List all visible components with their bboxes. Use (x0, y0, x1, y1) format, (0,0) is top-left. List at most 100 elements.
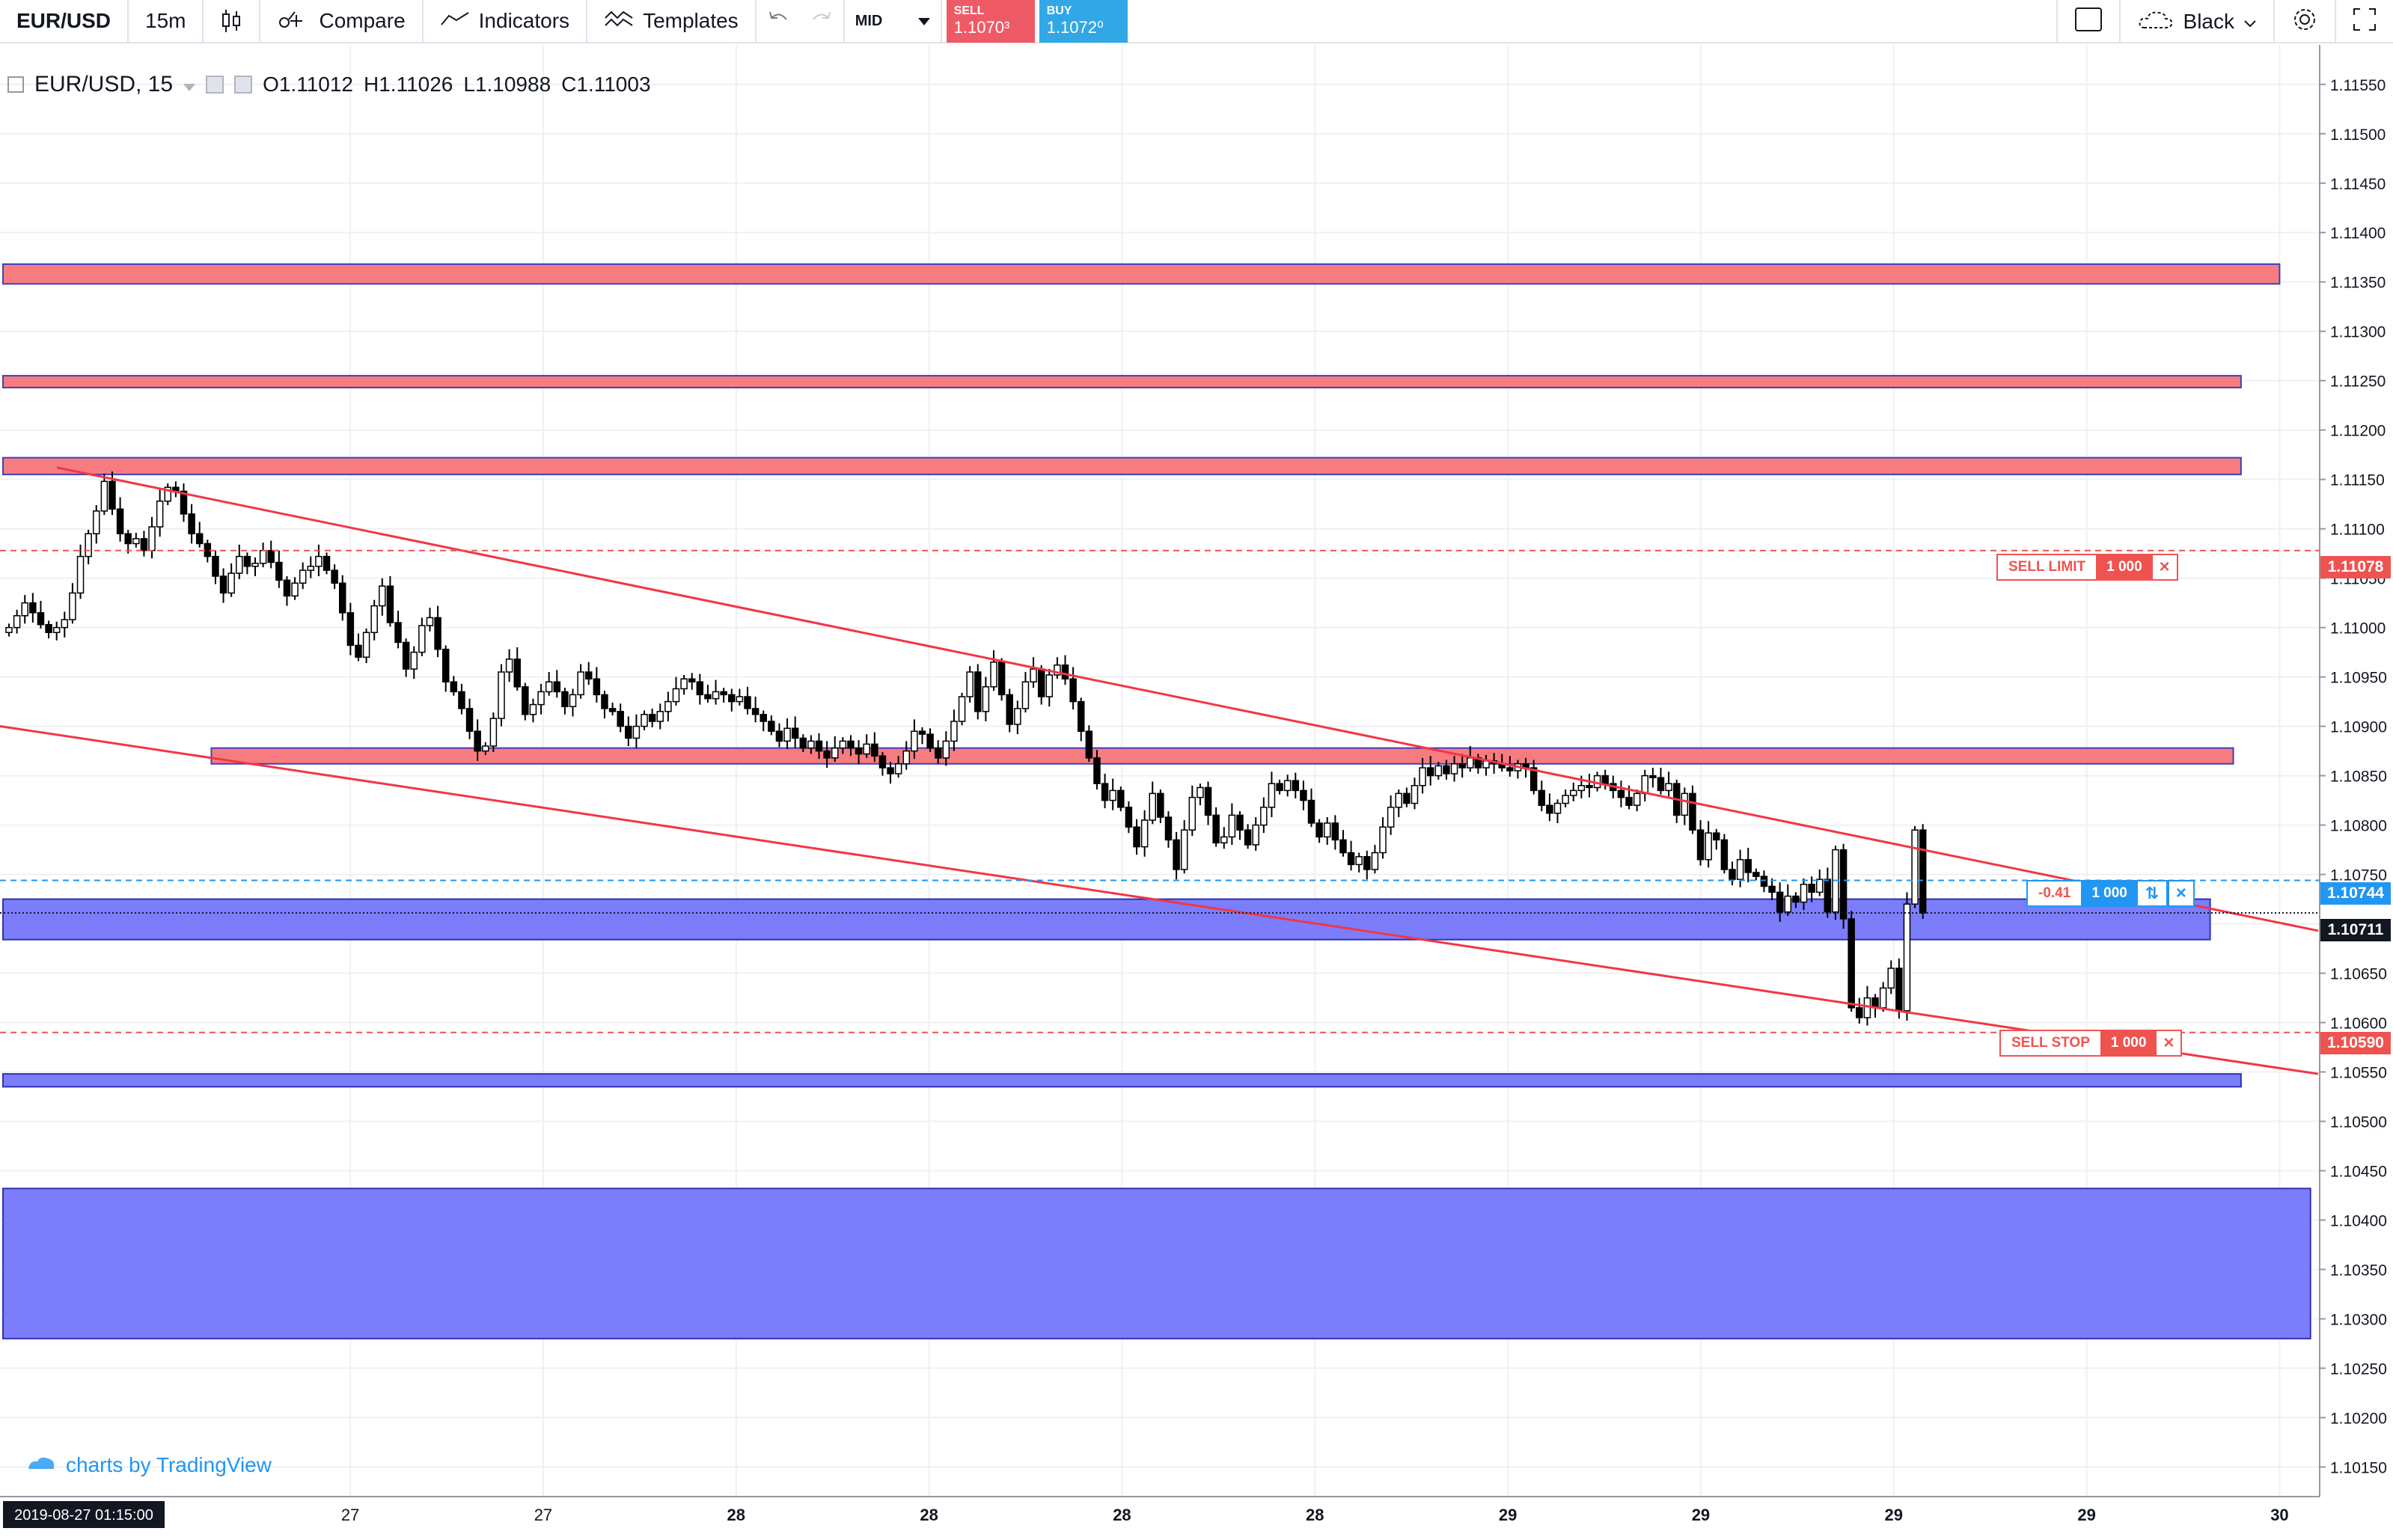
candle-down (394, 622, 402, 644)
candle-up (839, 740, 847, 749)
candle-down (188, 513, 195, 535)
candle-down (1157, 792, 1164, 818)
price-tick-label: 1.10550 (2330, 1065, 2387, 1082)
sell-limit-order[interactable]: SELL LIMIT 1 000 × (1996, 554, 2178, 581)
layout-button[interactable] (2056, 0, 2119, 43)
price-tick-label: 1.10900 (2330, 719, 2387, 736)
position-line[interactable]: -0.41 1 000 ⇅ × (2026, 880, 2195, 907)
resistance-zone (2, 456, 2242, 476)
chart-style-button[interactable] (204, 0, 261, 43)
candle-down (1586, 785, 1593, 789)
templates-button[interactable]: Templates (587, 0, 757, 43)
candle-up (1879, 987, 1887, 1009)
candle-up (5, 626, 13, 633)
time-tick-label: 28 (1113, 1506, 1131, 1524)
sell-stop-qty[interactable]: 1 000 (2101, 1030, 2156, 1057)
templates-icon (604, 7, 634, 35)
candle-up (1419, 767, 1426, 786)
candle-down (513, 659, 521, 688)
chevron-down-icon[interactable] (183, 73, 196, 97)
reverse-icon[interactable]: ⇅ (2136, 880, 2168, 907)
candle-down (974, 671, 982, 712)
time-axis (0, 1497, 2393, 1540)
price-chart[interactable]: 1.11550 1.11500 1.11450 1.11400 1.11350 1.113… (0, 45, 2393, 1540)
settings-button[interactable] (2273, 0, 2335, 43)
candle-up (1467, 757, 1474, 769)
position-qty[interactable]: 1 000 (2082, 880, 2136, 907)
price-type-select[interactable]: MID (845, 0, 942, 43)
close-icon[interactable]: × (2167, 880, 2195, 907)
candle-down (283, 579, 291, 597)
candle-up (362, 632, 370, 658)
candle-down (1426, 767, 1434, 777)
close-icon[interactable]: × (2151, 554, 2178, 581)
collapse-legend-icon[interactable] (7, 76, 24, 93)
price-tick-label: 1.11500 (2330, 126, 2386, 144)
sell-limit-qty[interactable]: 1 000 (2097, 554, 2151, 581)
trend-line (56, 466, 2319, 932)
chart-legend: EUR/USD, 15 O1.11012 H1.11026 L1.10988 C… (7, 72, 651, 97)
candle-down (823, 750, 831, 759)
sell-stop-price-tag: 1.10590 (2320, 1032, 2391, 1054)
candle-down (275, 561, 283, 581)
candle-up (426, 617, 434, 626)
candle-down (1601, 774, 1609, 784)
time-cursor-tag (3, 1501, 165, 1528)
candle-up (1705, 832, 1712, 861)
candle-up (21, 602, 28, 617)
candle-down (1696, 829, 1705, 861)
watermark-text: charts by TradingView (66, 1453, 272, 1476)
position-price-tag: 1.10744 (2320, 882, 2391, 905)
chevron-down-icon (917, 13, 930, 30)
chart-area[interactable]: 1.11550 1.11500 1.11450 1.11400 1.11350 1.113… (0, 45, 2393, 1540)
interval-button[interactable]: 15m (129, 0, 204, 43)
candle-up (1355, 856, 1363, 866)
symbol-label: EUR/USD (16, 9, 111, 32)
candle-up (1681, 792, 1689, 816)
candle-up (148, 526, 156, 551)
indicators-button[interactable]: Indicators (424, 0, 588, 43)
price-tick-label: 1.11450 (2330, 176, 2386, 193)
open-value: 1.11012 (278, 73, 353, 96)
candle-down (1443, 765, 1450, 774)
candle-down (608, 708, 617, 712)
fullscreen-button[interactable] (2335, 0, 2393, 43)
price-tick-label: 1.10150 (2330, 1459, 2387, 1476)
candle-up (489, 718, 498, 747)
settings-icon[interactable] (234, 76, 253, 94)
candle-up (1569, 789, 1577, 796)
candle-down (934, 747, 942, 759)
candle-up (505, 659, 513, 673)
candle-down (1236, 814, 1244, 831)
candle-down (1212, 814, 1220, 844)
close-icon[interactable]: × (2155, 1030, 2183, 1057)
price-tick-label: 1.11550 (2330, 77, 2386, 94)
undo-button[interactable] (757, 0, 800, 43)
candle-up (1553, 802, 1562, 814)
symbol-search-button[interactable]: EUR/USD (0, 0, 129, 43)
candle-up (410, 651, 418, 670)
price-tick-label: 1.10600 (2330, 1015, 2387, 1033)
buy-label: BUY (1046, 4, 1072, 17)
candle-down (1760, 876, 1768, 887)
theme-button[interactable]: Black (2118, 0, 2273, 43)
candle-up (831, 747, 839, 759)
candle-down (338, 582, 346, 614)
sell-limit-price-tag: 1.11078 (2320, 556, 2391, 578)
legend-symbol[interactable]: EUR/USD, 15 (34, 72, 174, 97)
eye-icon[interactable] (206, 76, 224, 94)
candle-up (1736, 859, 1744, 880)
sell-stop-order[interactable]: SELL STOP 1 000 × (1999, 1030, 2183, 1057)
redo-button[interactable] (800, 0, 845, 43)
candle-up (1815, 879, 1824, 893)
candle-down (855, 747, 863, 755)
buy-button[interactable]: BUY 1.1072⁰ (1039, 0, 1128, 43)
candle-up (370, 605, 378, 633)
compare-button[interactable]: Compare (260, 0, 424, 43)
indicators-icon (440, 9, 470, 33)
tradingview-watermark[interactable]: charts by TradingView (25, 1453, 272, 1477)
sell-button[interactable]: SELL 1.1070³ (946, 0, 1035, 43)
candle-down (1729, 869, 1736, 880)
candle-up (236, 555, 243, 574)
top-toolbar: EUR/USD 15m Compare Indicators Templates (0, 0, 2393, 43)
